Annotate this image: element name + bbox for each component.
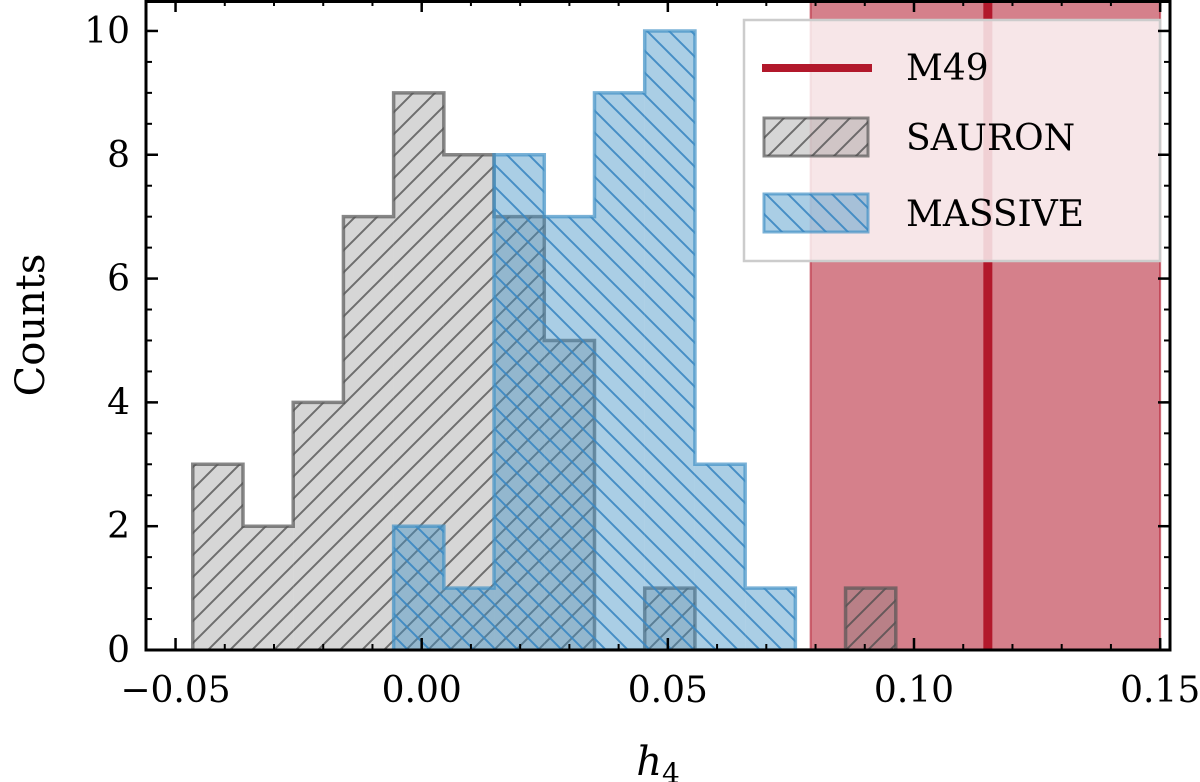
sauron-bar-hatch: [242, 526, 294, 650]
legend: M49 SAURON MASSIVE: [742, 18, 1162, 263]
massive-bar-hatch: [443, 588, 495, 650]
x-axis-label: h4: [636, 739, 680, 782]
tick-labels: −0.05 0.00 0.05 0.10 0.15 0 2 4 6 8 10: [84, 11, 1200, 711]
legend-m49-label: M49: [906, 48, 989, 89]
x-tick-label: 0.10: [874, 670, 954, 711]
y-tick-label: 4: [107, 382, 130, 423]
x-tick-label: −0.05: [120, 670, 230, 711]
legend-massive-label: MASSIVE: [906, 194, 1084, 235]
legend-massive-hatch: [764, 194, 868, 232]
y-tick-label: 6: [107, 259, 130, 300]
sauron-bar-hatch: [293, 402, 344, 650]
x-tick-label: 0.15: [1120, 670, 1200, 711]
sauron-bar-hatch: [845, 588, 896, 650]
sauron-bar-hatch: [192, 464, 243, 650]
massive-bar-hatch: [594, 92, 645, 650]
massive-bar-hatch: [393, 526, 444, 650]
massive-outline: [391, 29, 798, 650]
y-tick-label: 0: [107, 630, 130, 671]
legend-sauron-label: SAURON: [906, 118, 1075, 159]
legend-sauron-hatch: [764, 118, 868, 156]
massive-bar-hatch: [494, 154, 545, 650]
sauron-bar-hatch: [443, 154, 495, 650]
y-tick-label: 2: [107, 506, 130, 547]
y-tick-label: 10: [84, 11, 130, 52]
massive-histogram: [391, 29, 798, 650]
massive-bar-hatch: [694, 464, 746, 650]
y-axis-label: Counts: [8, 254, 54, 397]
x-tick-label: 0.05: [628, 670, 708, 711]
y-tick-label: 8: [107, 135, 130, 176]
sauron-bar-hatch: [343, 216, 394, 650]
x-tick-label: 0.00: [382, 670, 462, 711]
massive-bar-hatch: [745, 588, 796, 650]
axes: [144, 0, 1172, 652]
massive-bar-hatch: [544, 216, 595, 650]
massive-bar-hatch: [644, 30, 695, 650]
plot-frame: [144, 0, 1172, 652]
